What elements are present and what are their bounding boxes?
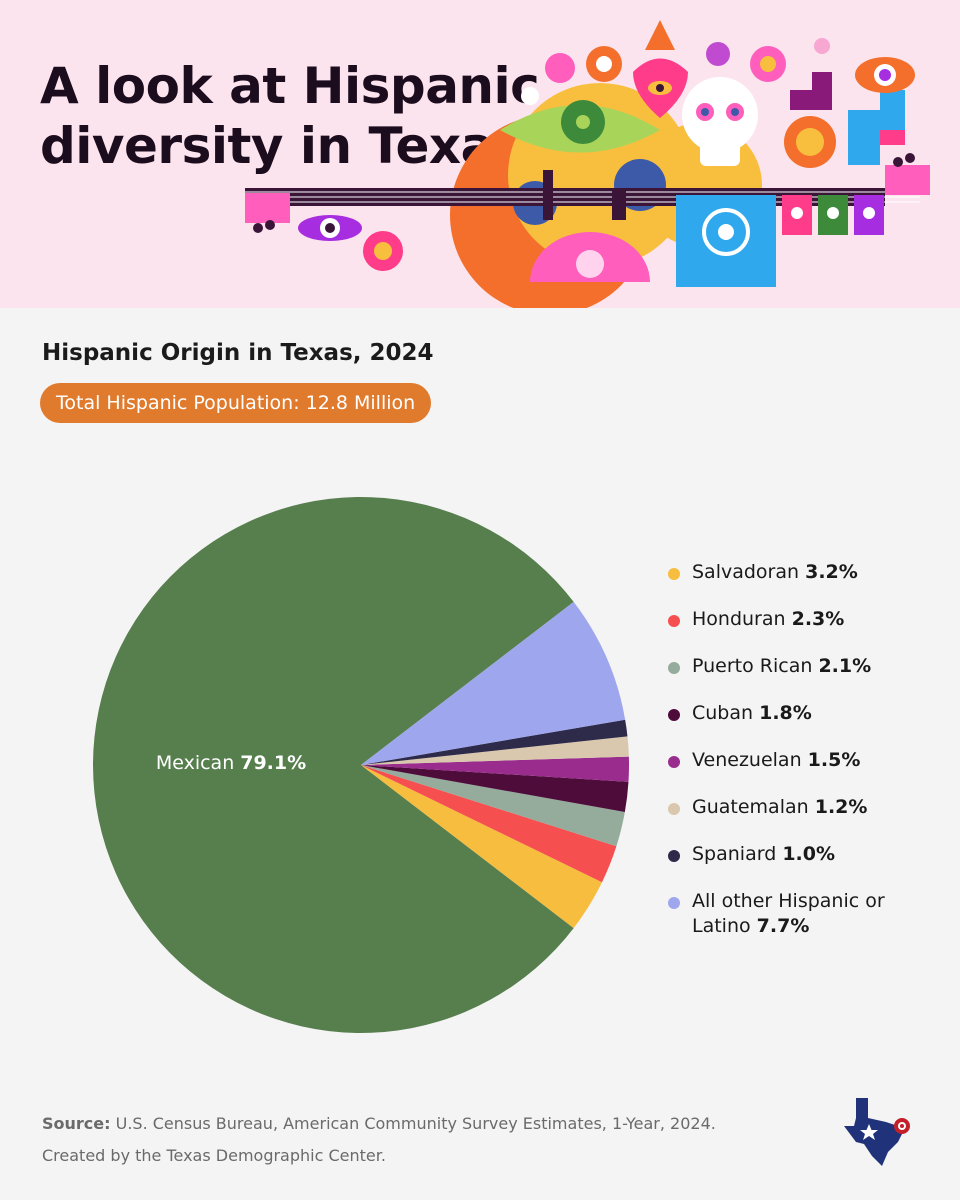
chart-legend: Salvadoran 3.2% Honduran 2.3% Puerto Ric… (668, 560, 948, 961)
legend-label: Puerto Rican (692, 655, 813, 677)
pie-slice-cuban (361, 765, 629, 812)
legend-swatch (668, 897, 680, 909)
legend-value: 1.8% (759, 702, 812, 724)
legend-item-cuban: Cuban 1.8% (668, 701, 948, 726)
steps-shape (790, 72, 832, 110)
legend-value: 3.2% (805, 561, 858, 583)
legend-item-honduran: Honduran 2.3% (668, 607, 948, 632)
title-line-1: A look at Hispanic (40, 57, 540, 115)
legend-swatch (668, 803, 680, 815)
pie-slice-puerto-rican (361, 765, 625, 847)
legend-value: 1.2% (814, 796, 868, 818)
legend-item-guatemalan: Guatemalan 1.2% (668, 795, 948, 820)
legend-value: 7.7% (756, 915, 810, 937)
legend-value: 1.5% (807, 749, 861, 771)
legend-label: Honduran (692, 608, 786, 630)
pie-chart: Mexican 79.1% (92, 497, 629, 1033)
decorative-illustration (245, 20, 930, 308)
texas-logo-icon (844, 1098, 910, 1166)
pie-slice-honduran (361, 765, 617, 883)
credit-line: Created by the Texas Demographic Center. (42, 1146, 386, 1165)
legend-label: Salvadoran (692, 561, 800, 583)
legend-label: Spaniard (692, 843, 777, 865)
pie-label-value: 79.1% (240, 752, 306, 774)
legend-label: All other Hispanic or Latino (692, 890, 885, 937)
pie-slice-mexican (92, 497, 574, 1033)
pie-slice-guatemalan (361, 736, 629, 765)
legend-item-salvadoran: Salvadoran 3.2% (668, 560, 948, 585)
header-banner: A look at Hispanic diversity in Texas (0, 0, 960, 308)
total-population-badge: Total Hispanic Population: 12.8 Million (40, 383, 432, 423)
legend-swatch (668, 709, 680, 721)
pie-slice-salvadoran (361, 765, 602, 929)
legend-swatch (668, 568, 680, 580)
title-line-2: diversity in Texas (40, 117, 524, 175)
legend-swatch (668, 662, 680, 674)
legend-swatch (668, 615, 680, 627)
legend-label: Guatemalan (692, 796, 809, 818)
legend-value: 2.1% (818, 655, 872, 677)
legend-value: 2.3% (791, 608, 845, 630)
page-title: A look at Hispanic diversity in Texas (40, 56, 540, 176)
source-text: U.S. Census Bureau, American Community S… (115, 1114, 716, 1133)
legend-item-venezuelan: Venezuelan 1.5% (668, 748, 948, 773)
pie-slice-spaniard (361, 719, 628, 765)
legend-item-puerto-rican: Puerto Rican 2.1% (668, 654, 948, 679)
legend-swatch (668, 756, 680, 768)
legend-item-spaniard: Spaniard 1.0% (668, 842, 948, 867)
source-label: Source: (42, 1114, 111, 1133)
pie-label-name: Mexican (156, 752, 234, 774)
pie-slice-venezuelan (361, 756, 629, 782)
legend-label: Venezuelan (692, 749, 802, 771)
legend-label: Cuban (692, 702, 754, 724)
pie-label-mexican: Mexican 79.1% (156, 752, 306, 774)
legend-item-all-other: All other Hispanic or Latino 7.7% (668, 889, 888, 939)
pie-slice-all-other-hispanic-or-latino (361, 601, 626, 765)
legend-value: 1.0% (782, 843, 836, 865)
footer: Source: U.S. Census Bureau, American Com… (42, 1108, 716, 1172)
legend-swatch (668, 850, 680, 862)
flower-icon-2 (545, 53, 575, 83)
source-line: Source: U.S. Census Bureau, American Com… (42, 1108, 716, 1140)
chart-subtitle: Hispanic Origin in Texas, 2024 (42, 340, 434, 366)
